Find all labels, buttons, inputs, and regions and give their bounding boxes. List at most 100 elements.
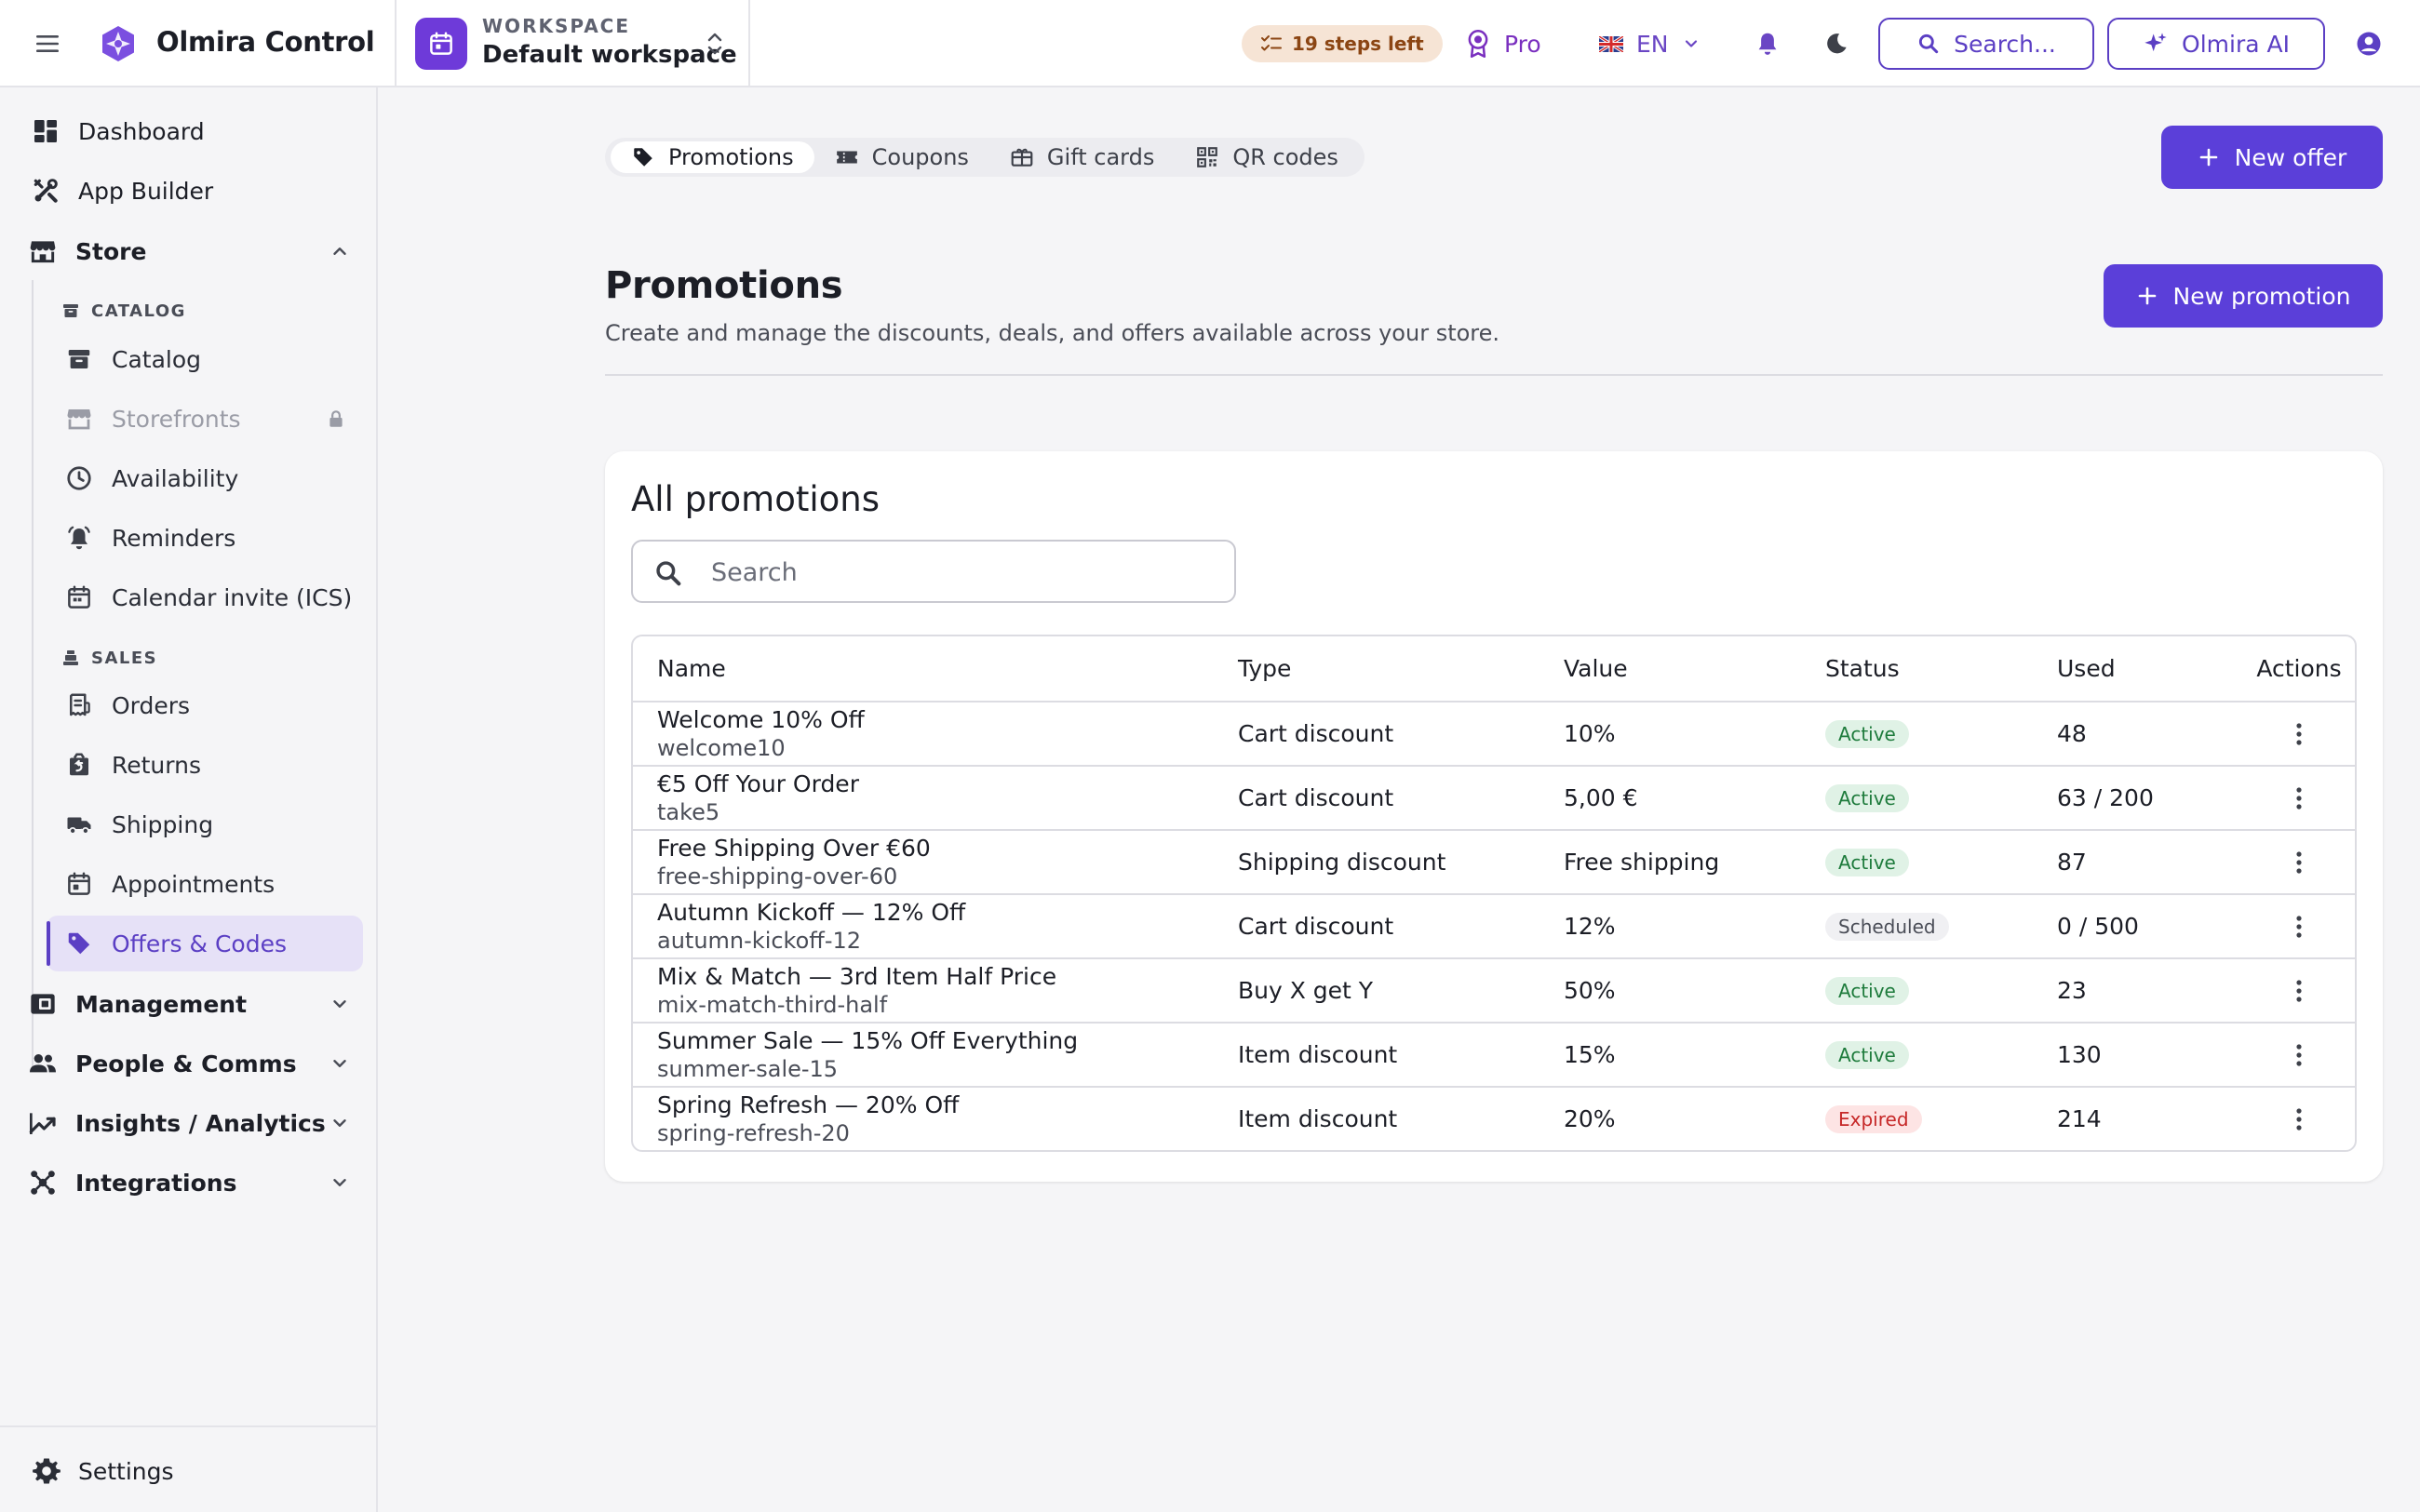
sidebar-section-store[interactable]: Store	[0, 224, 378, 278]
tab-promotions[interactable]: Promotions	[611, 141, 814, 173]
tab-gift-cards[interactable]: Gift cards	[989, 141, 1175, 173]
sidebar-section-people-comms[interactable]: People & Comms	[0, 1037, 378, 1091]
page-title: Promotions	[605, 264, 843, 307]
language-selector[interactable]: EN	[1599, 26, 1701, 61]
tag-icon	[634, 148, 652, 167]
sidebar-item-returns[interactable]: Returns	[47, 737, 363, 793]
promotion-value: Free shipping	[1564, 849, 1720, 876]
column-header-used[interactable]: Used	[2057, 655, 2116, 682]
clock-icon	[67, 466, 91, 490]
sidebar-item-calendar-invite[interactable]: Calendar invite (ICS)	[47, 569, 363, 625]
row-actions-button[interactable]	[2252, 1088, 2346, 1150]
row-actions-button[interactable]	[2252, 895, 2346, 957]
sidebar-item-label: Orders	[112, 691, 191, 719]
row-actions-button[interactable]	[2252, 959, 2346, 1022]
table-row[interactable]: Welcome 10% Off welcome10 Cart discount 1…	[633, 701, 2355, 765]
plan-badge[interactable]: Pro	[1465, 26, 1541, 61]
column-header-type[interactable]: Type	[1238, 655, 1292, 682]
sidebar-item-label: Availability	[112, 464, 239, 492]
cash-register-icon	[63, 650, 78, 665]
table-row[interactable]: Spring Refresh — 20% Off spring-refresh-2…	[633, 1086, 2355, 1150]
group-header-label: SALES	[91, 648, 158, 668]
table-row[interactable]: Free Shipping Over €60 free-shipping-over…	[633, 829, 2355, 893]
top-bar: Olmira Control WORKSPACE Default workspa…	[0, 0, 2420, 87]
row-actions-button[interactable]	[2252, 831, 2346, 893]
chevron-down-icon	[333, 1119, 346, 1127]
table-row[interactable]: €5 Off Your Order take5 Cart discount 5,0…	[633, 765, 2355, 829]
column-header-name[interactable]: Name	[657, 654, 726, 682]
sidebar-section-insights[interactable]: Insights / Analytics	[0, 1096, 378, 1150]
global-search-button[interactable]: Search...	[1878, 18, 2094, 70]
search-input[interactable]	[711, 555, 1214, 590]
table-row[interactable]: Summer Sale — 15% Off Everything summer-s…	[633, 1022, 2355, 1086]
sidebar-item-reminders[interactable]: Reminders	[47, 510, 363, 566]
promotion-type: Shipping discount	[1238, 849, 1446, 876]
page-subtitle: Create and manage the discounts, deals, …	[605, 320, 1500, 346]
tab-coupons[interactable]: Coupons	[814, 141, 989, 173]
ai-assistant-button[interactable]: Olmira AI	[2107, 18, 2325, 70]
sidebar-item-settings[interactable]: Settings	[0, 1425, 378, 1512]
promotion-code: mix-match-third-half	[657, 991, 888, 1018]
management-icon	[31, 994, 55, 1014]
promotion-used: 214	[2057, 1105, 2102, 1132]
promotion-type: Item discount	[1238, 1041, 1398, 1068]
new-promotion-button[interactable]: New promotion	[2104, 264, 2383, 328]
promotion-name: Autumn Kickoff — 12% Off	[657, 898, 966, 926]
column-header-value[interactable]: Value	[1564, 655, 1628, 682]
receipt-icon	[70, 693, 90, 716]
name-cell: Autumn Kickoff — 12% Off autumn-kickoff-1…	[657, 895, 965, 957]
sidebar-item-dashboard[interactable]: Dashboard	[0, 104, 378, 158]
workspace-name[interactable]: Default workspace	[482, 41, 737, 69]
sidebar-section-label: Integrations	[75, 1169, 237, 1197]
workspace-switch-icon[interactable]	[704, 28, 726, 60]
chevron-down-icon	[333, 1060, 346, 1067]
ticket-icon	[836, 151, 857, 164]
menu-icon[interactable]	[34, 31, 61, 57]
ai-assistant-label: Olmira AI	[2182, 30, 2290, 58]
sidebar-item-label: Dashboard	[78, 117, 205, 145]
moon-icon[interactable]	[1822, 30, 1850, 58]
sidebar-section-integrations[interactable]: Integrations	[0, 1156, 378, 1210]
sidebar-item-storefronts[interactable]: Storefronts	[47, 391, 363, 447]
sidebar-item-catalog[interactable]: Catalog	[47, 331, 363, 387]
steps-left-label: 19 steps left	[1292, 33, 1424, 55]
divider	[605, 374, 2383, 376]
sidebar-item-offers-codes[interactable]: Offers & Codes	[47, 916, 363, 971]
tab-label: QR codes	[1232, 144, 1338, 170]
checklist-icon	[1261, 35, 1282, 51]
group-header-catalog: CATALOG	[61, 300, 186, 322]
promotion-code: free-shipping-over-60	[657, 863, 898, 890]
column-header-status[interactable]: Status	[1825, 655, 1900, 682]
sidebar-item-availability[interactable]: Availability	[47, 450, 363, 506]
row-actions-button[interactable]	[2252, 702, 2346, 765]
tab-qr-codes[interactable]: QR codes	[1175, 141, 1359, 173]
sidebar-item-shipping[interactable]: Shipping	[47, 796, 363, 852]
calendar-icon	[68, 585, 90, 609]
table-row[interactable]: Mix & Match — 3rd Item Half Price mix-mat…	[633, 957, 2355, 1022]
sidebar-item-appointments[interactable]: Appointments	[47, 856, 363, 912]
promotion-code: summer-sale-15	[657, 1055, 839, 1082]
group-header-label: CATALOG	[91, 301, 186, 321]
sidebar-item-orders[interactable]: Orders	[47, 677, 363, 733]
sidebar-item-app-builder[interactable]: App Builder	[0, 164, 378, 218]
promotions-search[interactable]	[631, 540, 1236, 603]
bell-icon[interactable]	[1754, 30, 1781, 58]
workspace-calendar-icon[interactable]	[415, 18, 467, 70]
storefront-icon	[67, 409, 91, 430]
sidebar-section-management[interactable]: Management	[0, 977, 378, 1031]
user-account-icon[interactable]	[2355, 30, 2383, 58]
alarm-bell-icon	[68, 526, 90, 550]
promotion-used: 48	[2057, 720, 2087, 747]
row-actions-button[interactable]	[2252, 1024, 2346, 1086]
tools-icon	[34, 179, 58, 203]
sidebar-item-label: Reminders	[112, 524, 236, 552]
promotion-code: spring-refresh-20	[657, 1119, 850, 1146]
divider	[395, 0, 397, 87]
status-badge: Active	[1825, 1040, 1909, 1069]
status-badge: Active	[1825, 976, 1909, 1005]
promotion-used: 130	[2057, 1041, 2102, 1068]
new-offer-button[interactable]: New offer	[2161, 126, 2383, 189]
steps-left-badge[interactable]: 19 steps left	[1242, 25, 1443, 62]
row-actions-button[interactable]	[2252, 767, 2346, 829]
table-row[interactable]: Autumn Kickoff — 12% Off autumn-kickoff-1…	[633, 893, 2355, 957]
